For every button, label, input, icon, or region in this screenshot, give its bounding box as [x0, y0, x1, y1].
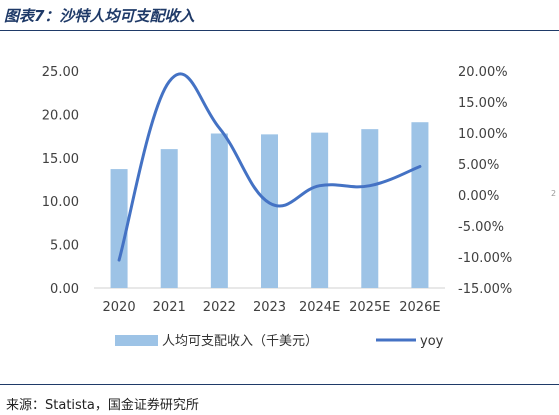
right-tick-label: -5.00%	[458, 220, 504, 235]
left-tick-label: 5.00	[50, 239, 79, 254]
source-rule	[0, 384, 559, 385]
figure-title: 图表7：沙特人均可支配收入	[4, 7, 195, 25]
left-tick-label: 0.00	[50, 282, 79, 297]
bar	[411, 122, 429, 288]
page-mark: 2	[551, 189, 557, 198]
right-axis: -15.00% -10.00% -5.00% 0.00% 5.00% 10.00% 15.0…	[458, 65, 512, 297]
bar	[261, 134, 278, 288]
left-tick-label: 25.00	[42, 65, 79, 80]
legend-label-bar: 人均可支配收入（千美元）	[162, 334, 318, 349]
right-tick-label: -15.00%	[458, 282, 512, 297]
x-tick-label: 2025E	[349, 300, 390, 315]
bar-series	[110, 122, 429, 288]
left-tick-label: 10.00	[42, 195, 79, 210]
bar	[160, 149, 178, 288]
bar	[361, 129, 379, 288]
right-tick-label: 10.00%	[458, 127, 508, 142]
yoy-line	[117, 72, 422, 262]
right-tick-label: 15.00%	[458, 96, 508, 111]
line-series	[117, 72, 422, 262]
x-tick-label: 2020	[103, 300, 136, 315]
left-tick-label: 20.00	[42, 108, 79, 123]
x-tick-label: 2024E	[299, 300, 340, 315]
x-axis-labels: 2020 2021 2022 2023 2024E 2025E 2026E	[103, 300, 441, 315]
bar	[110, 169, 128, 288]
right-tick-label: -10.00%	[458, 251, 512, 266]
legend: 人均可支配收入（千美元） yoy	[115, 334, 444, 349]
x-tick-label: 2026E	[399, 300, 440, 315]
source-note: 来源：Statista，国金证券研究所	[6, 398, 199, 413]
right-tick-label: 20.00%	[458, 65, 508, 80]
legend-label-line: yoy	[420, 334, 444, 349]
left-axis: 0.00 5.00 10.00 15.00 20.00 25.00	[42, 65, 79, 297]
x-tick-label: 2023	[253, 300, 286, 315]
x-tick-label: 2021	[153, 300, 186, 315]
bar	[210, 133, 228, 288]
bar	[311, 132, 329, 288]
title-rule	[0, 30, 559, 31]
legend-swatch-bar	[115, 335, 158, 346]
right-tick-label: 0.00%	[458, 189, 499, 204]
x-tick-label: 2022	[203, 300, 236, 315]
right-tick-label: 5.00%	[458, 158, 499, 173]
left-tick-label: 15.00	[42, 152, 79, 167]
